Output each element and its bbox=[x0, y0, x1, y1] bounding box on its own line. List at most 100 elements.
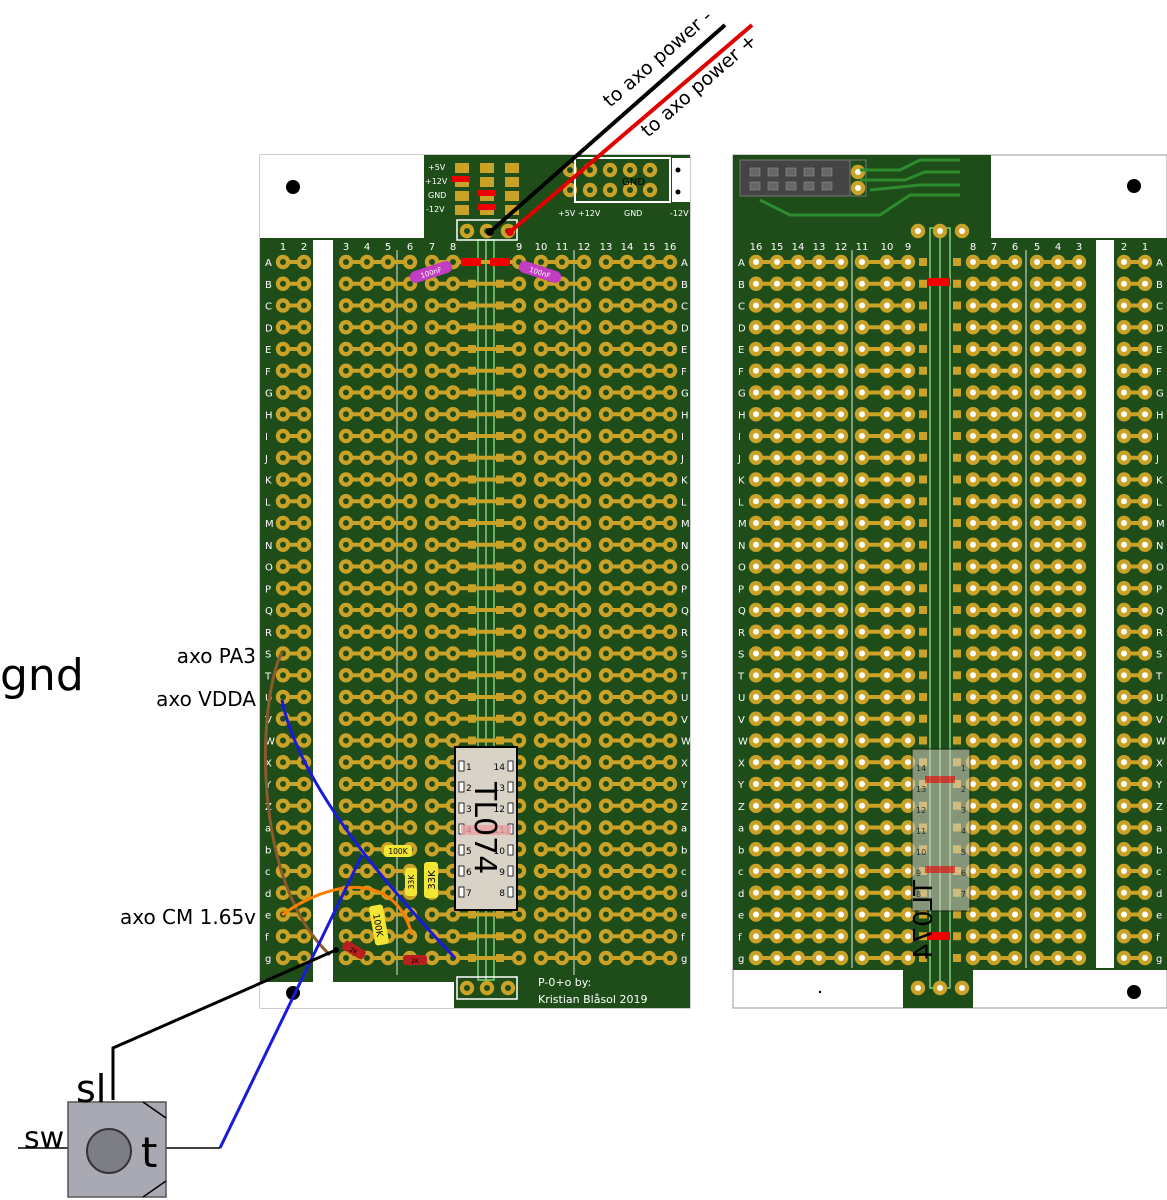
pad bbox=[641, 776, 657, 792]
pad bbox=[854, 494, 870, 509]
pad bbox=[533, 689, 549, 705]
pad bbox=[338, 450, 354, 465]
pad bbox=[576, 254, 592, 270]
row-label: K bbox=[265, 476, 272, 487]
pad bbox=[576, 863, 592, 879]
pad bbox=[641, 689, 657, 705]
pad bbox=[1137, 363, 1153, 378]
row-label: H bbox=[1156, 410, 1164, 421]
pad bbox=[424, 450, 440, 465]
pad bbox=[598, 842, 614, 857]
pad bbox=[811, 385, 827, 400]
pad bbox=[296, 537, 312, 552]
column-label: 4 bbox=[1055, 242, 1061, 253]
pad bbox=[1137, 842, 1153, 857]
pad bbox=[1007, 863, 1023, 879]
pad bbox=[986, 581, 1002, 596]
pad bbox=[402, 428, 418, 444]
pad bbox=[641, 755, 657, 770]
pad bbox=[900, 472, 916, 487]
pad bbox=[619, 776, 635, 792]
pad bbox=[380, 559, 396, 574]
pad bbox=[748, 276, 764, 291]
pad bbox=[619, 254, 635, 270]
pad bbox=[1050, 950, 1066, 966]
pad bbox=[769, 711, 785, 726]
pad bbox=[811, 450, 827, 465]
pad bbox=[554, 733, 570, 748]
pad bbox=[1071, 559, 1087, 574]
pad bbox=[879, 385, 895, 400]
pad bbox=[900, 254, 916, 270]
pad bbox=[1137, 298, 1153, 313]
pad bbox=[662, 755, 678, 770]
pad bbox=[1071, 385, 1087, 400]
pad bbox=[1029, 407, 1045, 422]
pad bbox=[598, 907, 614, 922]
pad bbox=[854, 733, 870, 748]
pad bbox=[445, 711, 461, 726]
pad bbox=[1116, 472, 1132, 487]
row-label: P bbox=[738, 584, 744, 595]
pad bbox=[1029, 668, 1045, 683]
row-label: Z bbox=[738, 802, 745, 813]
pad bbox=[1050, 276, 1066, 291]
pad bbox=[275, 494, 291, 509]
pad bbox=[359, 298, 375, 313]
pad bbox=[900, 298, 916, 313]
pad bbox=[598, 581, 614, 596]
pad bbox=[533, 798, 549, 813]
pad bbox=[1029, 646, 1045, 661]
pad bbox=[576, 820, 592, 835]
row-label: F bbox=[681, 367, 687, 378]
row-label: b bbox=[681, 845, 687, 856]
pad bbox=[359, 733, 375, 748]
pad bbox=[380, 798, 396, 813]
signal-wires bbox=[111, 651, 457, 1149]
row-label: E bbox=[681, 345, 687, 356]
pad bbox=[641, 863, 657, 879]
row-label: e bbox=[265, 911, 271, 922]
pad bbox=[748, 755, 764, 770]
pad bbox=[769, 776, 785, 792]
rail-label: +12V bbox=[425, 177, 448, 186]
pad bbox=[900, 537, 916, 552]
pad bbox=[296, 559, 312, 574]
row-label: M bbox=[738, 519, 747, 530]
pad bbox=[769, 450, 785, 465]
pad bbox=[1137, 428, 1153, 444]
column-label: 15 bbox=[643, 242, 656, 253]
pad bbox=[380, 733, 396, 748]
pad bbox=[576, 472, 592, 487]
pad bbox=[576, 537, 592, 552]
pad bbox=[402, 581, 418, 596]
pad bbox=[879, 733, 895, 748]
pad bbox=[554, 776, 570, 792]
pad bbox=[1071, 798, 1087, 813]
jack-sl-label: sl bbox=[76, 1067, 106, 1111]
pad bbox=[879, 515, 895, 531]
pad bbox=[662, 581, 678, 596]
pad bbox=[1071, 646, 1087, 661]
pad bbox=[1137, 385, 1153, 400]
pad bbox=[1050, 907, 1066, 922]
pad bbox=[811, 624, 827, 639]
pad bbox=[1029, 559, 1045, 574]
pad bbox=[1007, 689, 1023, 705]
pad bbox=[879, 581, 895, 596]
pad bbox=[986, 798, 1002, 813]
pad bbox=[879, 885, 895, 900]
column-label: 8 bbox=[970, 242, 976, 253]
ic-pin-label: 1 bbox=[961, 764, 966, 773]
row-label: R bbox=[681, 628, 688, 639]
pin-labels: gnd axo PA3 axo VDDA axo CM 1.65v bbox=[0, 644, 256, 929]
pad bbox=[769, 363, 785, 378]
pad bbox=[1116, 820, 1132, 835]
pad bbox=[445, 298, 461, 313]
pad bbox=[769, 885, 785, 900]
pad bbox=[380, 494, 396, 509]
pad bbox=[619, 907, 635, 922]
pad bbox=[576, 363, 592, 378]
row-label: I bbox=[681, 432, 684, 443]
pad bbox=[619, 341, 635, 357]
